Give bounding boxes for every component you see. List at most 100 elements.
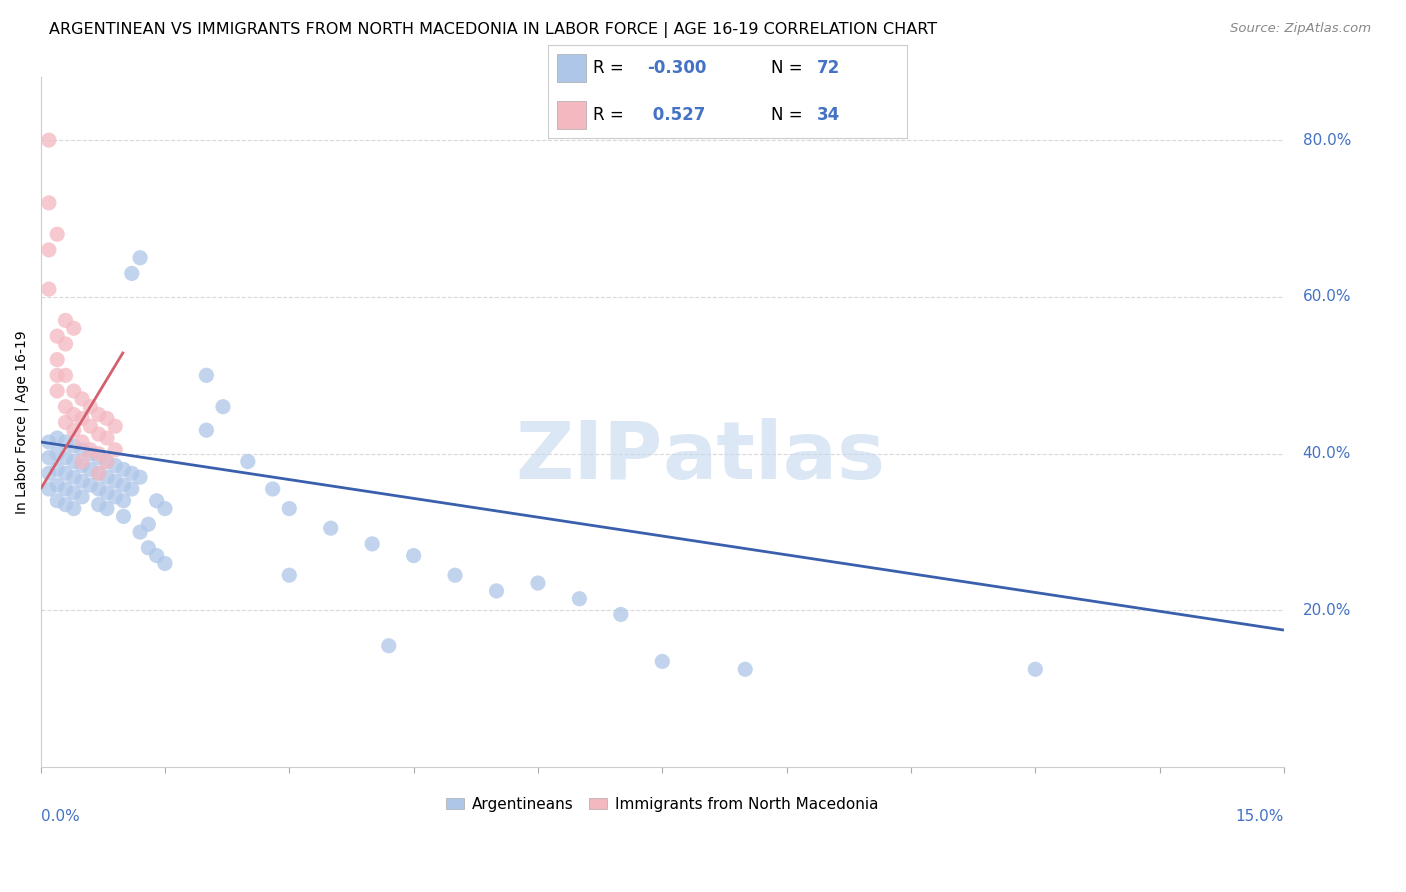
Point — [70, 442, 93, 457]
Point — [112, 462, 135, 476]
Point — [46, 478, 69, 492]
Point — [734, 662, 756, 676]
Point — [527, 576, 550, 591]
Point — [485, 583, 508, 598]
Point — [129, 251, 152, 265]
Point — [278, 501, 301, 516]
Point — [87, 498, 110, 512]
Point — [55, 482, 77, 496]
Point — [55, 368, 77, 383]
Point — [361, 537, 384, 551]
Point — [70, 490, 93, 504]
Point — [62, 439, 84, 453]
Point — [138, 517, 160, 532]
Point — [96, 411, 118, 425]
Point — [46, 462, 69, 476]
Point — [104, 419, 127, 434]
Point — [444, 568, 467, 582]
Point — [70, 411, 93, 425]
Point — [212, 400, 235, 414]
Text: R =: R = — [593, 106, 624, 124]
Point — [46, 384, 69, 398]
Point — [87, 482, 110, 496]
Point — [79, 447, 101, 461]
Point — [104, 490, 127, 504]
Text: N =: N = — [770, 106, 803, 124]
Point — [55, 415, 77, 429]
Point — [55, 450, 77, 465]
Point — [87, 447, 110, 461]
Point — [46, 493, 69, 508]
Point — [79, 442, 101, 457]
Point — [278, 568, 301, 582]
Point — [96, 431, 118, 445]
Text: ZIP: ZIP — [515, 417, 662, 496]
Point — [55, 400, 77, 414]
Point — [138, 541, 160, 555]
Point — [38, 467, 60, 481]
Point — [46, 227, 69, 242]
Point — [55, 467, 77, 481]
Point — [87, 450, 110, 465]
Y-axis label: In Labor Force | Age 16-19: In Labor Force | Age 16-19 — [15, 331, 30, 514]
Point — [610, 607, 633, 622]
Point — [70, 434, 93, 449]
Point — [104, 474, 127, 488]
Point — [55, 434, 77, 449]
Point — [79, 462, 101, 476]
Point — [46, 431, 69, 445]
Point — [62, 486, 84, 500]
Point — [46, 447, 69, 461]
Point — [112, 493, 135, 508]
Point — [62, 321, 84, 335]
Point — [70, 474, 93, 488]
Point — [87, 467, 110, 481]
Text: R =: R = — [593, 59, 624, 77]
Point — [129, 470, 152, 484]
Point — [112, 509, 135, 524]
Point — [79, 419, 101, 434]
Text: N =: N = — [770, 59, 803, 77]
Text: 60.0%: 60.0% — [1302, 289, 1351, 304]
Bar — [557, 54, 586, 82]
Point — [70, 458, 93, 473]
Point — [153, 557, 176, 571]
Text: atlas: atlas — [662, 417, 886, 496]
Bar — [557, 101, 586, 129]
Point — [96, 454, 118, 468]
Point — [79, 400, 101, 414]
Point — [96, 501, 118, 516]
Point — [38, 133, 60, 147]
Point — [46, 352, 69, 367]
Point — [62, 423, 84, 437]
Point — [145, 493, 167, 508]
Point — [129, 525, 152, 540]
Legend: Argentineans, Immigrants from North Macedonia: Argentineans, Immigrants from North Mace… — [440, 791, 884, 818]
Point — [96, 486, 118, 500]
Text: -0.300: -0.300 — [647, 59, 706, 77]
Point — [377, 639, 399, 653]
Point — [38, 450, 60, 465]
Point — [96, 470, 118, 484]
Point — [402, 549, 425, 563]
Point — [568, 591, 591, 606]
Point — [62, 501, 84, 516]
Point — [319, 521, 342, 535]
Point — [46, 368, 69, 383]
Point — [112, 478, 135, 492]
Point — [236, 454, 259, 468]
Point — [38, 243, 60, 257]
Point — [62, 384, 84, 398]
Point — [46, 329, 69, 343]
Point — [153, 501, 176, 516]
Text: Source: ZipAtlas.com: Source: ZipAtlas.com — [1230, 22, 1371, 36]
Text: 20.0%: 20.0% — [1302, 603, 1351, 618]
Text: 80.0%: 80.0% — [1302, 133, 1351, 148]
Text: 34: 34 — [817, 106, 841, 124]
Point — [38, 195, 60, 210]
Point — [121, 267, 143, 281]
Point — [87, 467, 110, 481]
Point — [55, 498, 77, 512]
Point — [38, 282, 60, 296]
Point — [145, 549, 167, 563]
